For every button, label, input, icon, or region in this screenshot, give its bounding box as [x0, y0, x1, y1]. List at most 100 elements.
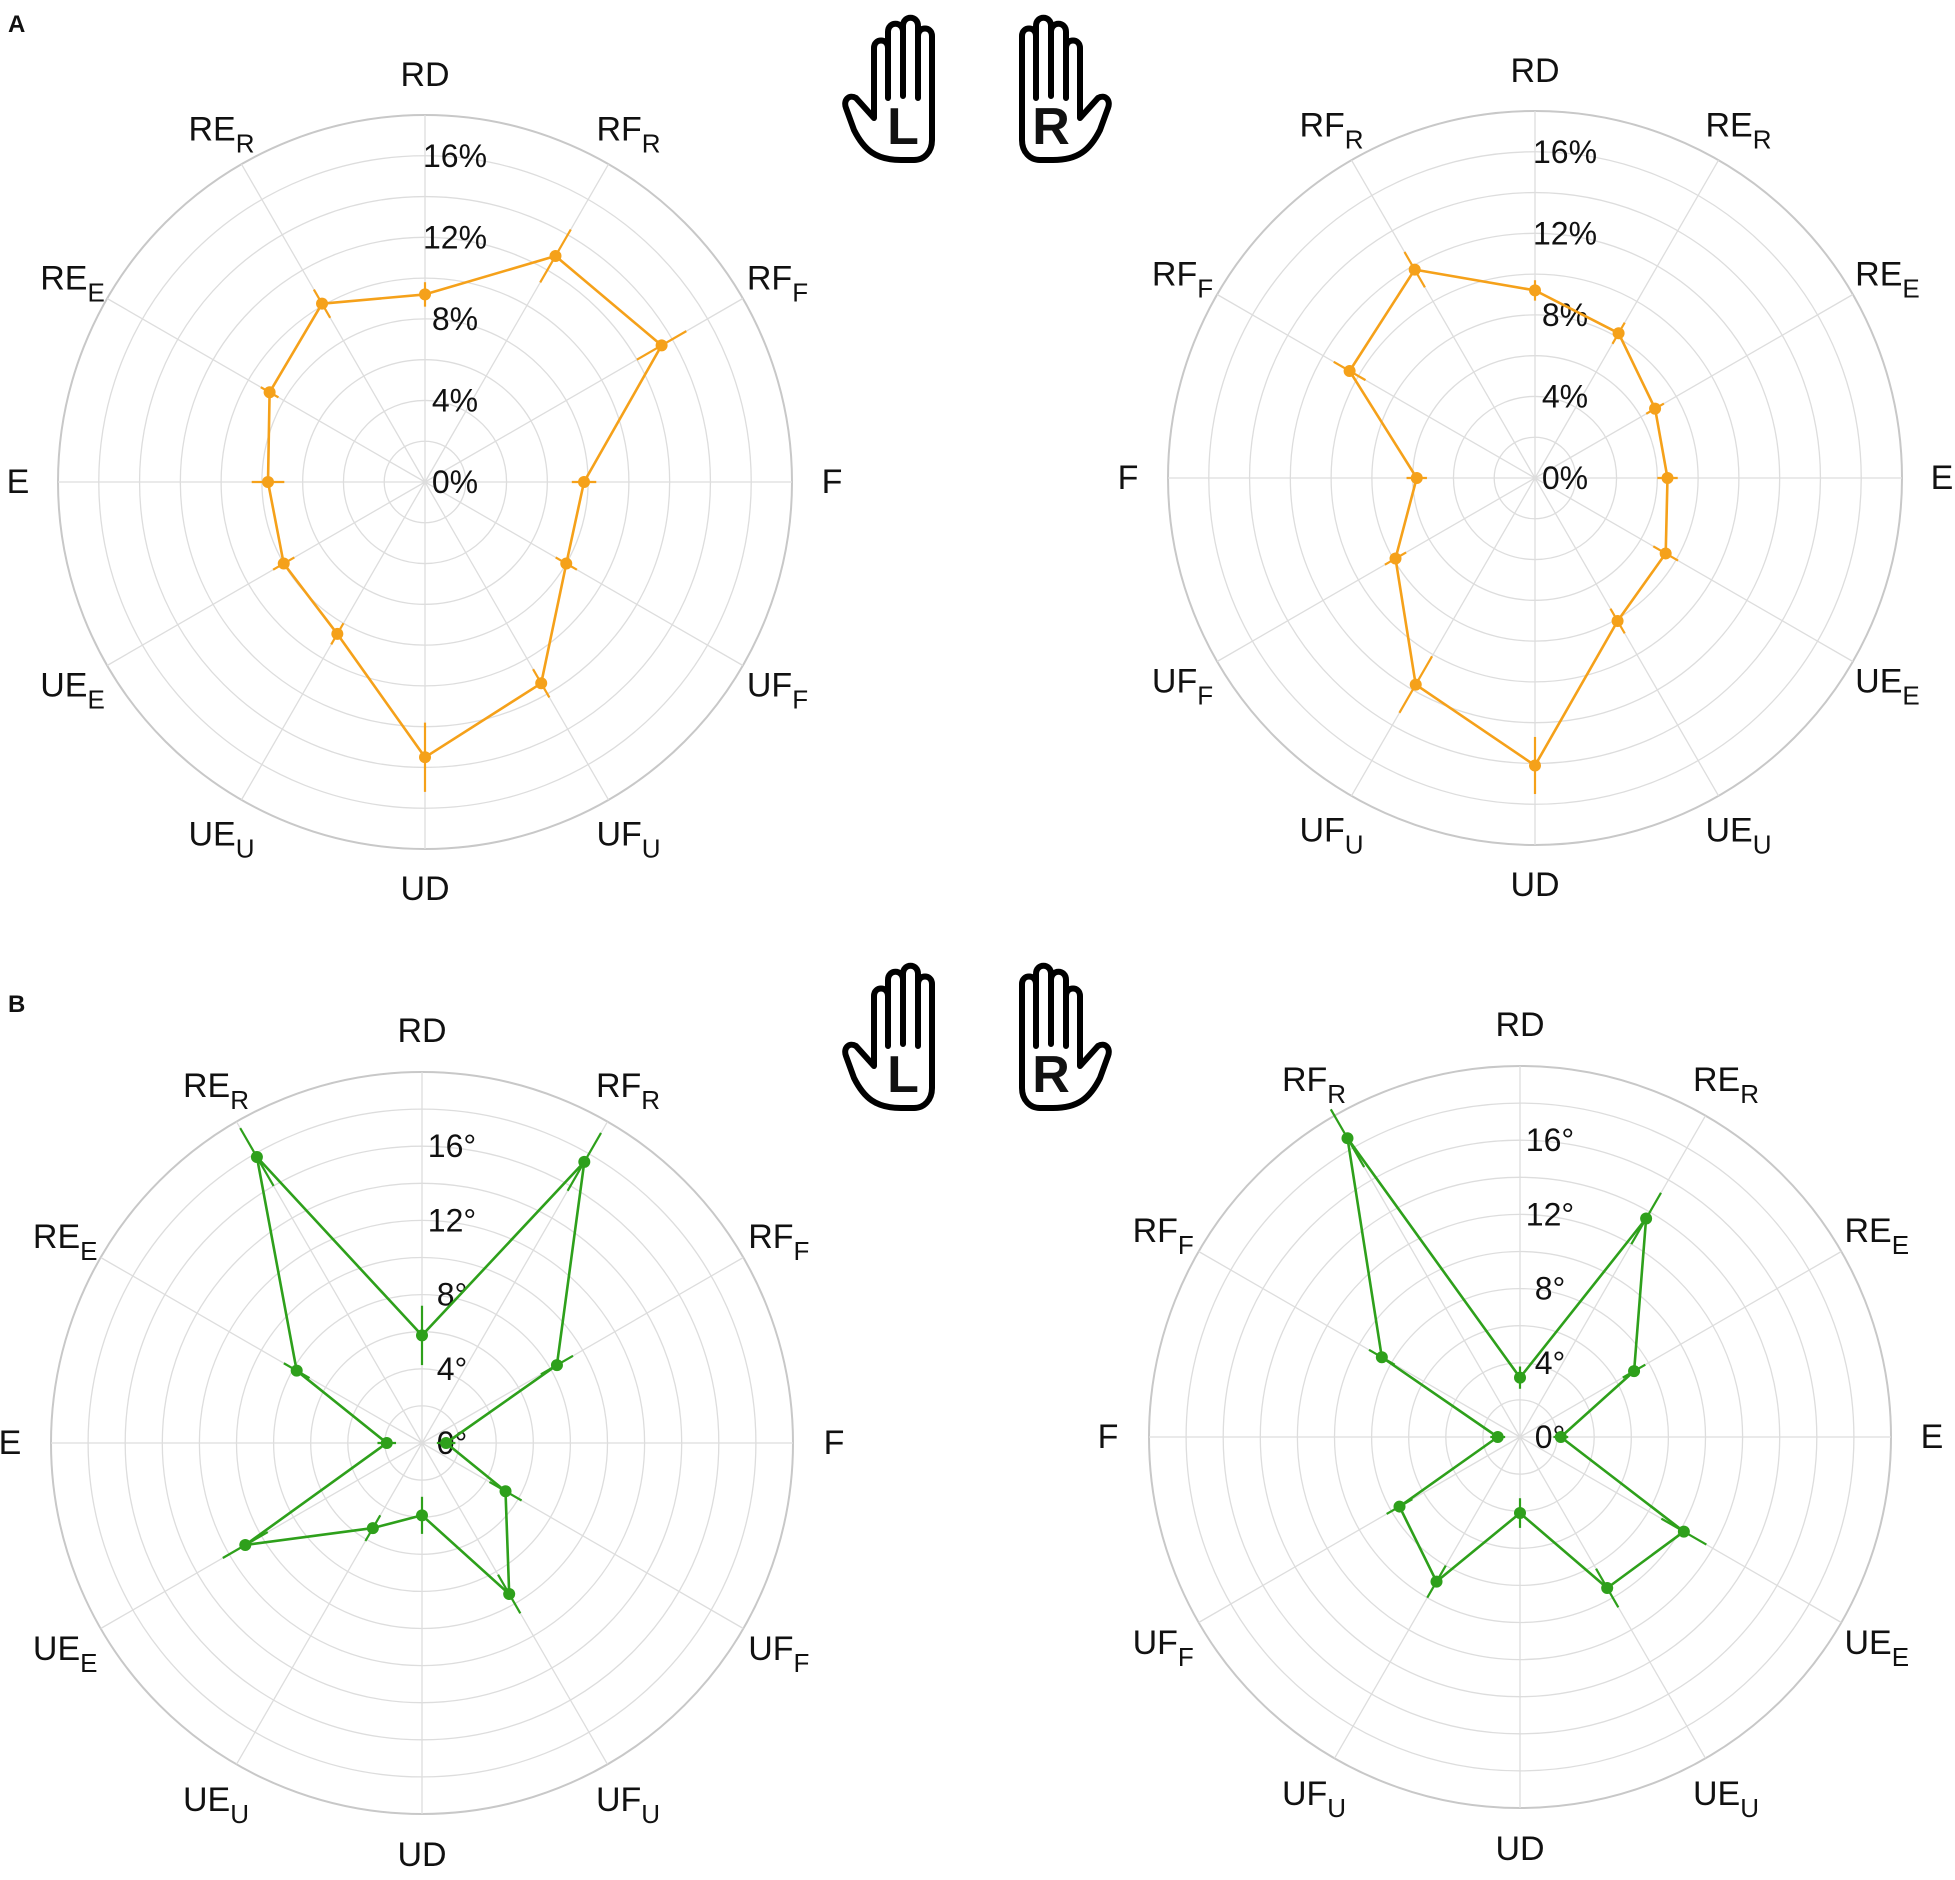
axis-label-re-r: RER [183, 1067, 249, 1115]
grid-spoke [424, 481, 744, 667]
axis-label-re-e: REE [33, 1218, 98, 1266]
data-point [419, 288, 431, 301]
axis-label-rf-f: RFF [747, 260, 808, 308]
data-point [499, 1485, 512, 1498]
axis-label-f: F [824, 1424, 845, 1462]
ring-tick-label: 8% [432, 301, 478, 337]
data-point [1514, 1507, 1526, 1520]
data-point [1393, 1500, 1406, 1513]
hand-letter: L [887, 98, 919, 156]
grid-spoke [1534, 477, 1720, 797]
ring-tick-label: 12° [428, 1202, 476, 1238]
data-point [578, 476, 591, 488]
axis-label-e: E [0, 1424, 21, 1462]
axis-label-rd: RD [400, 56, 449, 94]
data-point [380, 1437, 393, 1449]
data-point [1409, 678, 1422, 691]
data-point [277, 557, 290, 570]
axis-label-e: E [7, 463, 30, 501]
ring-tick-label: 8° [1535, 1271, 1566, 1307]
data-point [1649, 402, 1662, 415]
axis-label-re-r: RER [1693, 1061, 1759, 1109]
data-point [366, 1522, 379, 1535]
grid-spoke [1534, 159, 1720, 479]
data-point [440, 1437, 453, 1449]
axis-label-rd: RD [1510, 52, 1559, 90]
axis-label-ud: UD [1510, 866, 1559, 904]
axis-label-rd: RD [1495, 1006, 1544, 1044]
data-point [1389, 552, 1402, 565]
axis-label-e: E [1931, 459, 1954, 497]
left-hand-icon: L [842, 962, 935, 1111]
axis-label-uf-f: UFF [1152, 663, 1213, 711]
series-line [1348, 268, 1669, 767]
grid-spoke [424, 297, 744, 483]
charts-layer: 0%4%8%12%16%RDRFRRFFFUFFUFUUDUEUUEEEREER… [0, 52, 1953, 1874]
grid-spoke [1216, 293, 1536, 479]
data-point [535, 677, 548, 690]
axis-label-rf-f: RFF [1152, 256, 1213, 304]
axis-label-uf-f: UFF [748, 1630, 809, 1678]
axis-label-ud: UD [1495, 1830, 1544, 1868]
data-point [655, 339, 668, 352]
axis-label-re-e: REE [1855, 256, 1920, 304]
data-point [316, 297, 329, 310]
hand-outline [842, 14, 935, 163]
hand-letter: R [1032, 1046, 1070, 1104]
data-point [290, 1364, 303, 1377]
hand-outline [842, 962, 935, 1111]
hand-letter: R [1032, 98, 1070, 156]
axis-label-uf-f: UFF [747, 667, 808, 715]
data-point [419, 751, 431, 764]
axis-label-uf-u: UFU [1299, 811, 1363, 859]
ring-tick-label: 0% [1542, 460, 1588, 496]
data-point [416, 1509, 428, 1522]
data-point [503, 1588, 516, 1601]
axis-label-rf-r: RFR [596, 1067, 660, 1115]
data-point [416, 1329, 428, 1342]
data-point [262, 476, 275, 488]
ring-tick-label: 4% [432, 382, 478, 418]
axis-label-ue-e: UEE [33, 1630, 98, 1678]
hand-outline [1019, 962, 1112, 1111]
axis-label-rf-f: RFF [748, 1218, 809, 1266]
axis-label-f: F [1118, 459, 1139, 497]
axis-label-re-e: REE [1845, 1212, 1910, 1260]
ring-tick-label: 16% [423, 138, 487, 174]
data-point [1601, 1582, 1614, 1595]
hand-icons-layer: L R L R [842, 14, 1112, 1111]
hand-letter: L [887, 1046, 919, 1104]
data-point [1612, 327, 1625, 340]
axis-label-uf-u: UFU [596, 815, 660, 863]
radar-chart-a-l: 0% 4% 8% 12% 16% RD RFR RFF F UFF UFU UD UEU UEE E REE R… [7, 56, 843, 908]
data-point [1514, 1371, 1526, 1384]
grid-spoke [1519, 1115, 1707, 1438]
axis-label-re-r: RER [1705, 107, 1771, 155]
axis-label-ue-u: UEU [1693, 1775, 1759, 1823]
grid-spoke [235, 1442, 423, 1765]
ring-tick-label: 16° [1526, 1122, 1574, 1158]
left-hand-icon: L [842, 14, 935, 163]
grid-spoke [1534, 477, 1854, 663]
axis-label-f: F [1098, 1418, 1119, 1456]
axis-label-ue-u: UEU [188, 815, 254, 863]
data-point [1677, 1525, 1690, 1538]
grid-spoke [424, 481, 610, 801]
grid-spoke [1350, 477, 1536, 797]
ring-tick-label: 16% [1533, 134, 1597, 170]
grid-spoke [106, 481, 426, 667]
axis-label-f: F [822, 463, 843, 501]
data-point [1430, 1575, 1443, 1588]
axis-label-ue-u: UEU [1705, 811, 1771, 859]
data-point [1408, 263, 1421, 276]
axis-label-e: E [1921, 1418, 1944, 1456]
grid-spoke [1198, 1436, 1521, 1624]
grid-spoke [100, 1256, 423, 1444]
grid-spoke [424, 163, 610, 483]
axis-label-ud: UD [397, 1836, 446, 1874]
ring-tick-label: 8° [437, 1277, 468, 1313]
data-point [263, 386, 276, 399]
axis-label-uf-u: UFU [1282, 1775, 1346, 1823]
ring-tick-label: 12° [1526, 1196, 1574, 1232]
grid-spoke [1534, 293, 1854, 479]
